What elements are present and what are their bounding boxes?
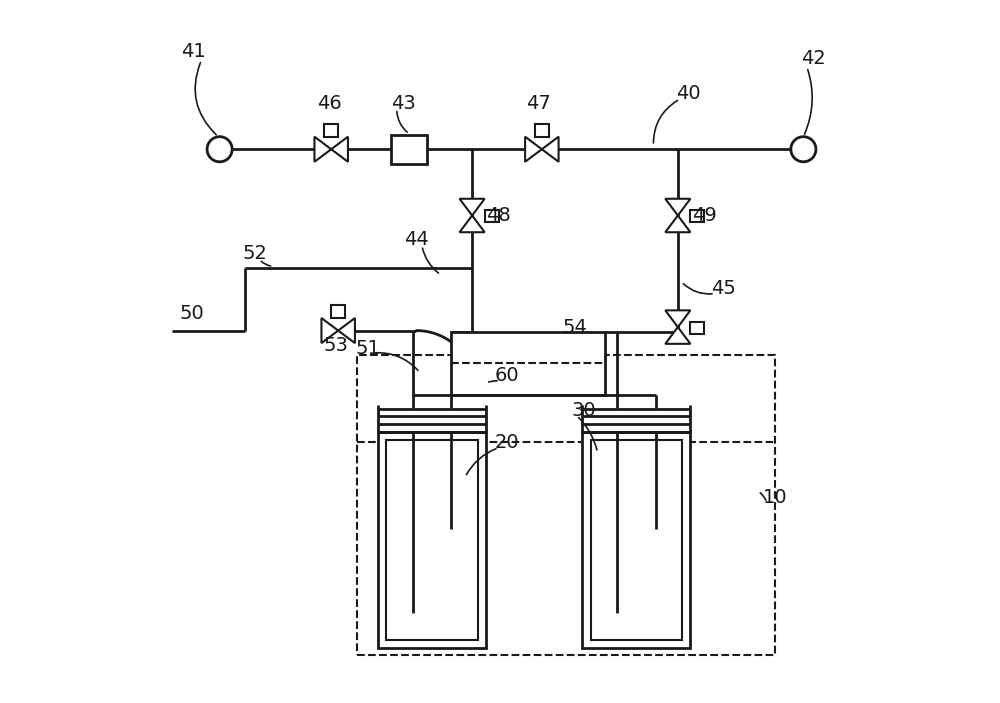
- Polygon shape: [665, 310, 690, 327]
- Bar: [451, 332, 605, 395]
- Text: 48: 48: [486, 206, 511, 225]
- Polygon shape: [665, 199, 690, 216]
- Bar: [690, 210, 704, 222]
- Text: 45: 45: [711, 279, 736, 298]
- Text: 40: 40: [676, 84, 701, 103]
- Bar: [591, 440, 682, 640]
- Bar: [331, 306, 345, 318]
- Polygon shape: [338, 318, 355, 343]
- Polygon shape: [460, 216, 485, 232]
- Text: 10: 10: [763, 489, 788, 508]
- Polygon shape: [542, 136, 559, 162]
- Text: 42: 42: [801, 49, 826, 68]
- Polygon shape: [665, 216, 690, 232]
- Text: 41: 41: [181, 42, 205, 61]
- Polygon shape: [321, 318, 338, 343]
- Text: 46: 46: [317, 94, 342, 113]
- Bar: [690, 321, 704, 334]
- Text: 51: 51: [355, 339, 380, 358]
- Bar: [324, 124, 338, 136]
- Text: 20: 20: [495, 432, 519, 451]
- Polygon shape: [460, 199, 485, 216]
- Text: 50: 50: [179, 304, 204, 323]
- Text: 54: 54: [562, 318, 587, 337]
- Text: 49: 49: [692, 206, 717, 225]
- Bar: [485, 210, 499, 222]
- Bar: [582, 432, 690, 648]
- Text: 60: 60: [495, 366, 519, 385]
- Bar: [357, 355, 775, 655]
- Text: 47: 47: [526, 94, 551, 113]
- Text: 44: 44: [404, 231, 429, 250]
- Bar: [391, 134, 427, 164]
- Polygon shape: [525, 136, 542, 162]
- Polygon shape: [665, 327, 690, 344]
- Bar: [378, 432, 486, 648]
- Bar: [386, 440, 478, 640]
- Polygon shape: [331, 136, 348, 162]
- Text: 30: 30: [571, 401, 596, 420]
- Polygon shape: [314, 136, 331, 162]
- Text: 53: 53: [324, 337, 349, 356]
- Text: 52: 52: [242, 245, 267, 264]
- Bar: [535, 124, 549, 136]
- Text: 43: 43: [391, 94, 416, 113]
